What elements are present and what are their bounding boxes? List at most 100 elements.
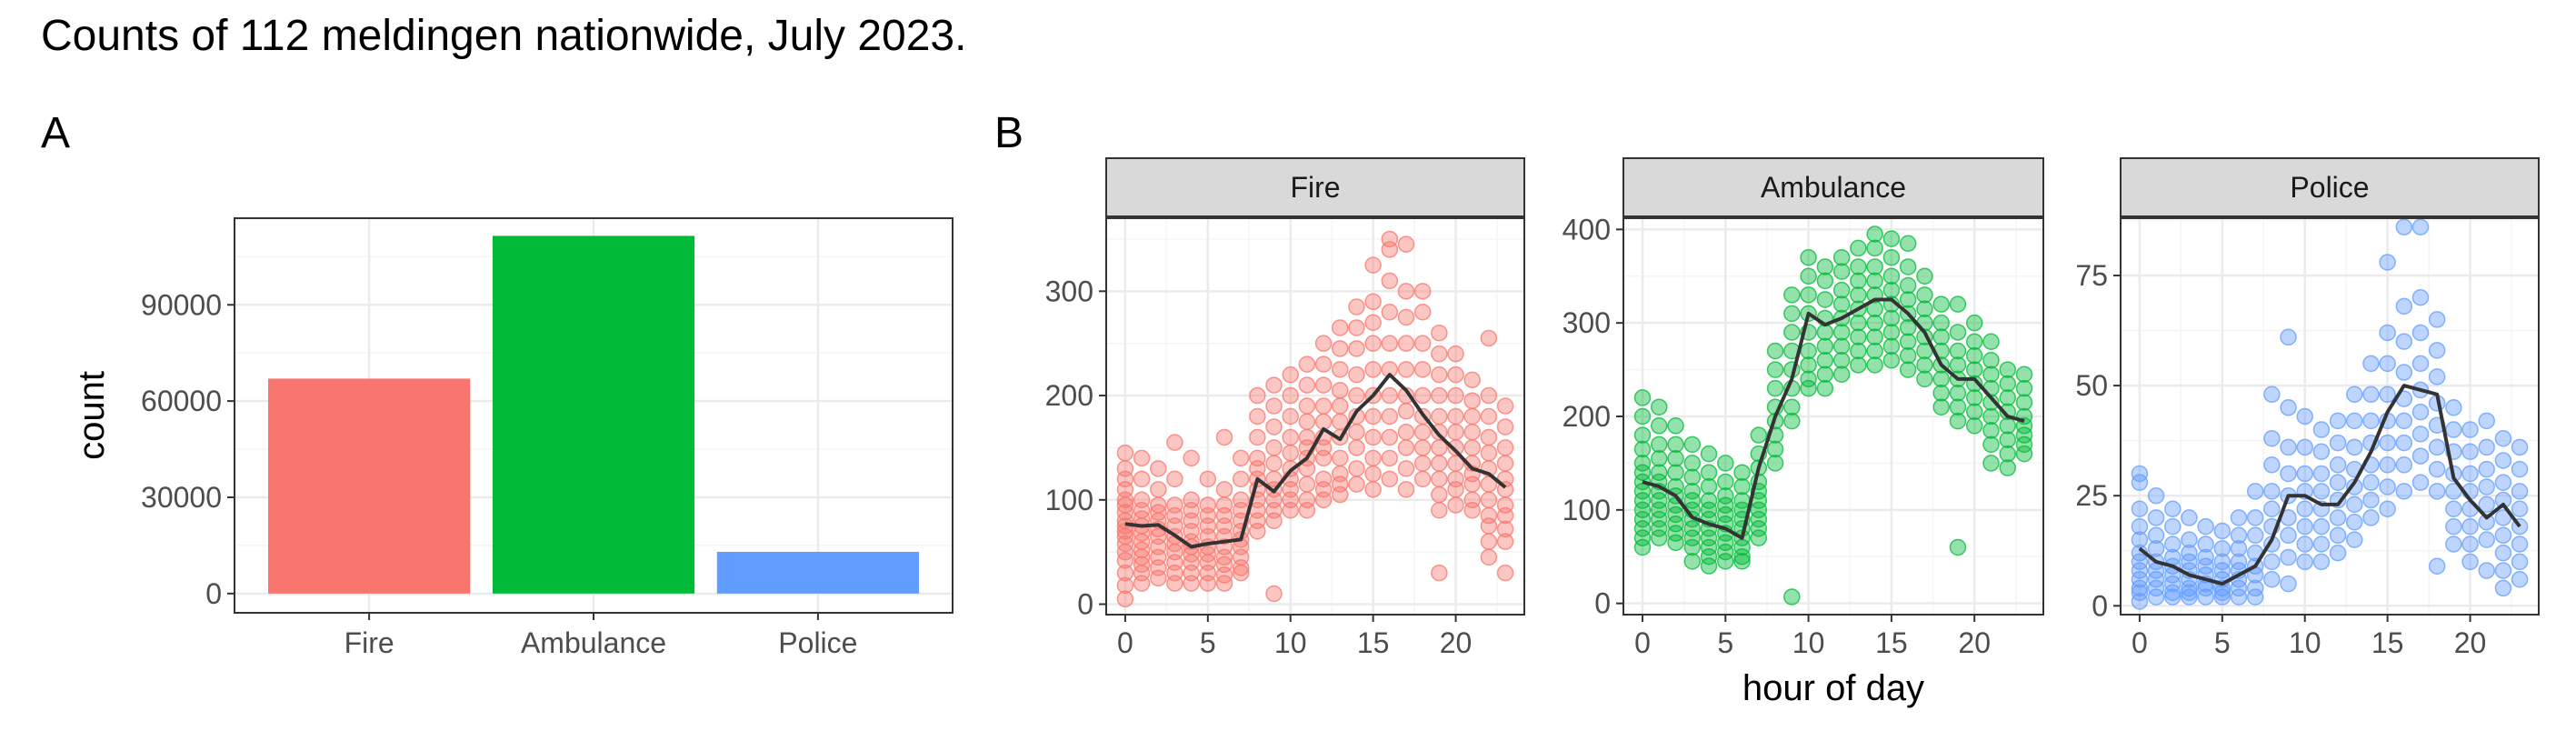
data-point: [1397, 423, 1415, 441]
data-point: [1949, 324, 1967, 341]
data-point: [1232, 559, 1250, 576]
data-point: [1750, 426, 1768, 444]
data-point: [1364, 256, 1382, 274]
facet-xtick-label: 20: [1440, 626, 1473, 659]
data-point: [2213, 562, 2232, 579]
data-point: [1750, 529, 1768, 546]
data-point: [2511, 536, 2529, 553]
data-point: [1832, 337, 1851, 355]
data-point: [2230, 579, 2248, 597]
data-point: [1633, 501, 1652, 519]
data-point: [1832, 324, 1851, 341]
data-point: [1496, 418, 1514, 436]
data-point: [1332, 397, 1349, 415]
data-point: [1332, 340, 1349, 357]
data-point: [1999, 417, 2016, 435]
data-point: [2197, 536, 2214, 553]
data-point: [1413, 304, 1432, 321]
data-point: [1899, 235, 1917, 253]
data-point: [2296, 438, 2313, 456]
data-point: [1932, 385, 1950, 402]
data-point: [1766, 342, 1784, 360]
data-point: [1431, 407, 1448, 426]
facet-fire-strip: [1105, 157, 1525, 217]
data-point: [2280, 438, 2297, 456]
data-point: [1364, 314, 1382, 331]
data-point: [1899, 276, 1917, 295]
facet-police-points: [2131, 218, 2529, 610]
data-point: [1683, 455, 1702, 472]
data-point: [1949, 295, 1967, 313]
data-point: [2395, 483, 2413, 500]
data-point: [1965, 346, 1983, 365]
facet-ytick-label: 0: [2092, 589, 2108, 622]
data-point: [2181, 509, 2198, 526]
data-point: [2147, 509, 2165, 526]
facet-police-strip: [2120, 157, 2540, 217]
data-point: [1431, 502, 1448, 519]
data-point: [2329, 526, 2347, 545]
data-point: [2246, 579, 2264, 597]
data-point: [2015, 365, 2033, 383]
data-point: [2230, 509, 2248, 526]
data-point: [1882, 337, 1901, 355]
data-point: [1265, 512, 1283, 529]
data-point: [1496, 455, 1514, 472]
data-point: [1651, 417, 1668, 435]
data-point: [2511, 553, 2529, 571]
data-point: [2312, 483, 2331, 500]
data-point: [1348, 439, 1365, 456]
data-point: [1381, 241, 1399, 258]
data-point: [2511, 570, 2529, 588]
data-point: [2445, 517, 2462, 536]
data-point: [1882, 230, 1901, 247]
data-point: [2131, 500, 2149, 517]
data-point: [1850, 356, 1867, 374]
data-point: [2015, 445, 2033, 463]
data-point: [1282, 386, 1299, 405]
data-point: [1717, 473, 1734, 491]
data-point: [1150, 481, 1167, 498]
data-point: [2445, 500, 2462, 517]
data-point: [1733, 553, 1751, 570]
data-point: [1916, 300, 1933, 317]
data-point: [2395, 218, 2413, 235]
data-point: [1249, 428, 1266, 446]
data-point: [1766, 440, 1784, 458]
facet-xtick-label: 15: [2371, 626, 2404, 659]
facet-ytick-label: 200: [1045, 379, 1093, 412]
data-point: [1982, 365, 2000, 383]
facet-ytick-label: 50: [2075, 369, 2108, 402]
data-point: [1431, 386, 1448, 405]
data-point: [2478, 514, 2495, 531]
data-point: [1298, 476, 1316, 493]
data-point: [1733, 477, 1751, 496]
data-point: [2230, 553, 2248, 571]
data-point: [1816, 365, 1834, 383]
data-point: [1783, 286, 1801, 304]
data-point: [2362, 355, 2380, 373]
facet-xtick-label: 5: [1200, 626, 1216, 659]
data-point: [1800, 342, 1817, 360]
data-point: [1850, 272, 1867, 290]
data-point: [2379, 456, 2396, 474]
data-point: [1348, 365, 1365, 384]
data-point: [1348, 319, 1365, 336]
data-point: [2379, 355, 2396, 373]
data-point: [1633, 510, 1652, 528]
data-point: [1496, 533, 1514, 550]
data-point: [1265, 455, 1283, 472]
data-point: [2395, 333, 2413, 350]
data-point: [2296, 465, 2313, 483]
data-point: [2015, 417, 2033, 435]
data-point: [1397, 403, 1415, 420]
data-point: [2511, 460, 2529, 478]
data-point: [1364, 449, 1382, 467]
data-point: [1651, 398, 1668, 416]
data-point: [1133, 470, 1151, 488]
data-point: [1633, 529, 1652, 546]
data-point: [1965, 314, 1983, 332]
figure-title: Counts of 112 meldingen nationwide, July…: [41, 12, 967, 60]
data-point: [1633, 492, 1652, 509]
